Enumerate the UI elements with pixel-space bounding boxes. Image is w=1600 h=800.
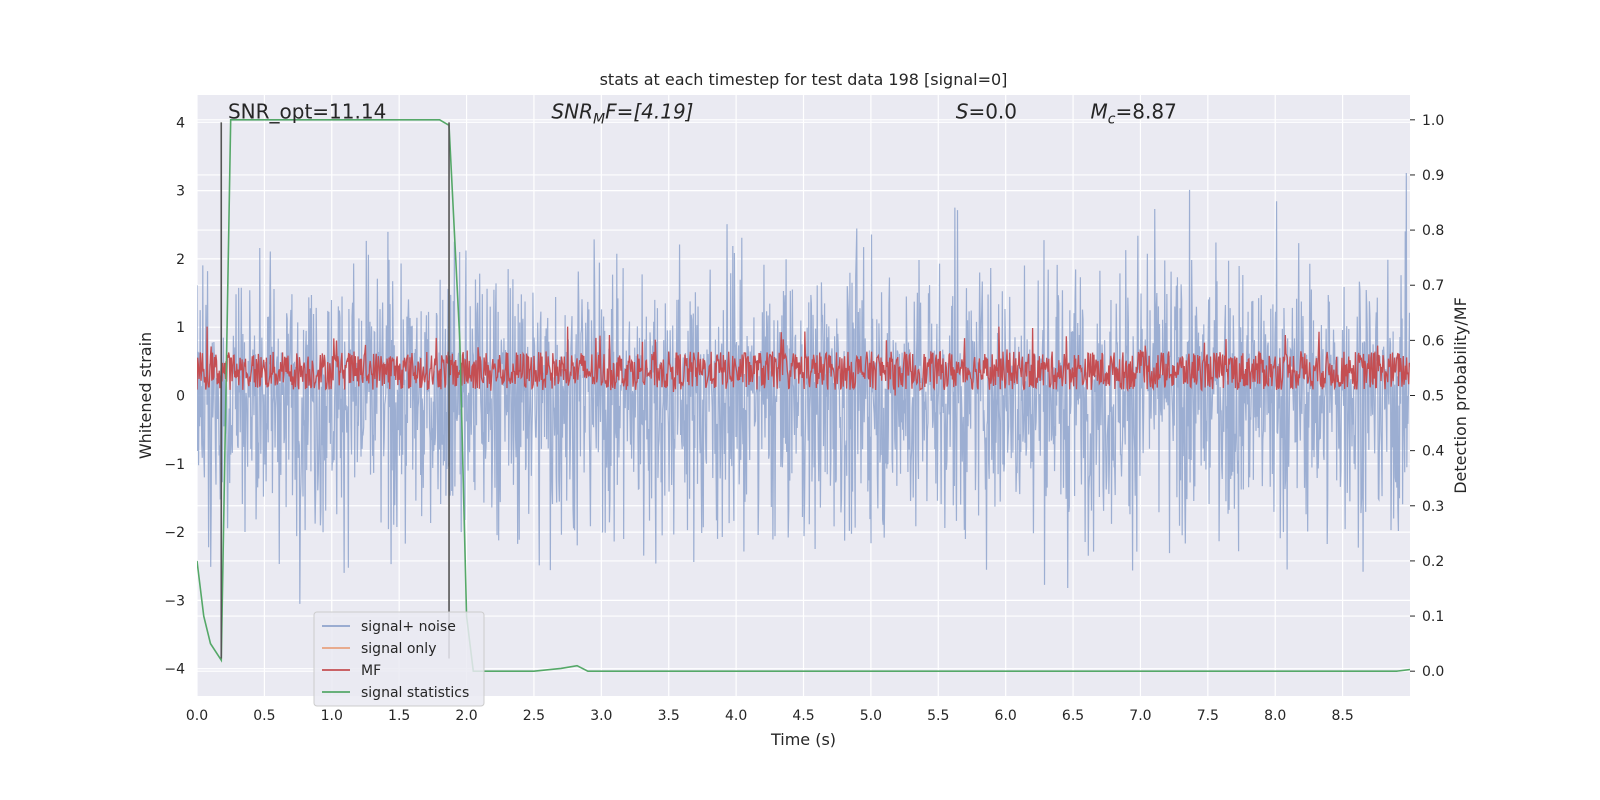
x-tick-label: 5.0: [860, 708, 882, 724]
legend-label: MF: [361, 663, 381, 679]
x-tick-label: 4.5: [792, 708, 814, 724]
annotation-snr-opt: SNR_opt=11.14: [228, 99, 386, 123]
y-right-tick-label: 0.7: [1422, 278, 1444, 294]
x-tick-label: 7.0: [1129, 708, 1151, 724]
y-right-tick-label: 0.4: [1422, 444, 1444, 460]
x-tick-label: 3.5: [658, 708, 680, 724]
y-axis-right-label: Detection probability/MF: [1451, 297, 1470, 494]
x-tick-label: 8.5: [1331, 708, 1353, 724]
x-tick-label: 4.0: [725, 708, 747, 724]
y-axis-left-label: Whitened strain: [136, 332, 155, 459]
vertical-markers: [220, 122, 450, 659]
chart-title: stats at each timestep for test data 198…: [600, 70, 1008, 89]
y-right-tick-label: 0.5: [1422, 389, 1444, 405]
x-tick-label: 2.0: [455, 708, 477, 724]
x-tick-label: 5.5: [927, 708, 949, 724]
y-left-tick-label: 0: [176, 389, 185, 405]
legend: signal+ noise signal only MF signal statist…: [313, 611, 485, 707]
y-left-tick-label: 1: [176, 320, 185, 336]
legend-label: signal+ noise: [361, 619, 456, 635]
legend-label: signal only: [361, 641, 436, 657]
x-tick-label: 6.5: [1062, 708, 1084, 724]
x-tick-label: 8.0: [1264, 708, 1286, 724]
x-tick-label: 3.0: [590, 708, 612, 724]
y-right-tick-label: 0.0: [1422, 664, 1444, 680]
y-left-tick-label: 4: [176, 115, 185, 131]
legend-box: [313, 611, 485, 707]
y-left-tick-label: −1: [164, 457, 185, 473]
y-right-tick-label: 0.8: [1422, 223, 1444, 239]
annotation-snr-mf: SNRMF=[4.19]: [551, 99, 693, 127]
y-left-tick-label: −4: [164, 662, 185, 678]
x-tick-label: 2.5: [523, 708, 545, 724]
annotation-s: S=0.0: [956, 99, 1017, 123]
x-tick-label: 0.5: [253, 708, 275, 724]
mf-series-line: [197, 326, 1410, 396]
y-right-tick-label: 0.3: [1422, 499, 1444, 515]
x-axis-ticks: 0.0 0.5 1.0 1.5 2.0 2.5 3.0 3.5 4.0 4.5 5.0 5.5 6.0 6…: [186, 708, 1354, 724]
y-right-tick-label: 0.1: [1422, 609, 1444, 625]
y-left-tick-label: −3: [164, 593, 185, 609]
x-tick-label: 1.0: [321, 708, 343, 724]
y-right-tick-label: 0.9: [1422, 168, 1444, 184]
y-right-tick-label: 0.2: [1422, 554, 1444, 570]
y-left-tick-label: 3: [176, 184, 185, 200]
y-right-tick-label: 0.6: [1422, 333, 1444, 349]
x-axis-label: Time (s): [770, 730, 836, 749]
y-axis-right-ticks: 0.0 0.1 0.2 0.3 0.4 0.5 0.6 0.7 0.8 0.9 1.0: [1410, 113, 1444, 680]
y-right-tick-label: 1.0: [1422, 113, 1444, 129]
y-left-tick-label: 2: [176, 252, 185, 268]
annotation-mc: Mc=8.87: [1091, 99, 1177, 127]
x-tick-label: 7.5: [1197, 708, 1219, 724]
x-tick-label: 1.5: [388, 708, 410, 724]
x-tick-label: 6.0: [995, 708, 1017, 724]
y-axis-left-ticks: −4 −3 −2 −1 0 1 2 3 4: [164, 115, 185, 677]
y-left-tick-label: −2: [164, 525, 185, 541]
x-tick-label: 0.0: [186, 708, 208, 724]
legend-label: signal statistics: [361, 685, 469, 701]
